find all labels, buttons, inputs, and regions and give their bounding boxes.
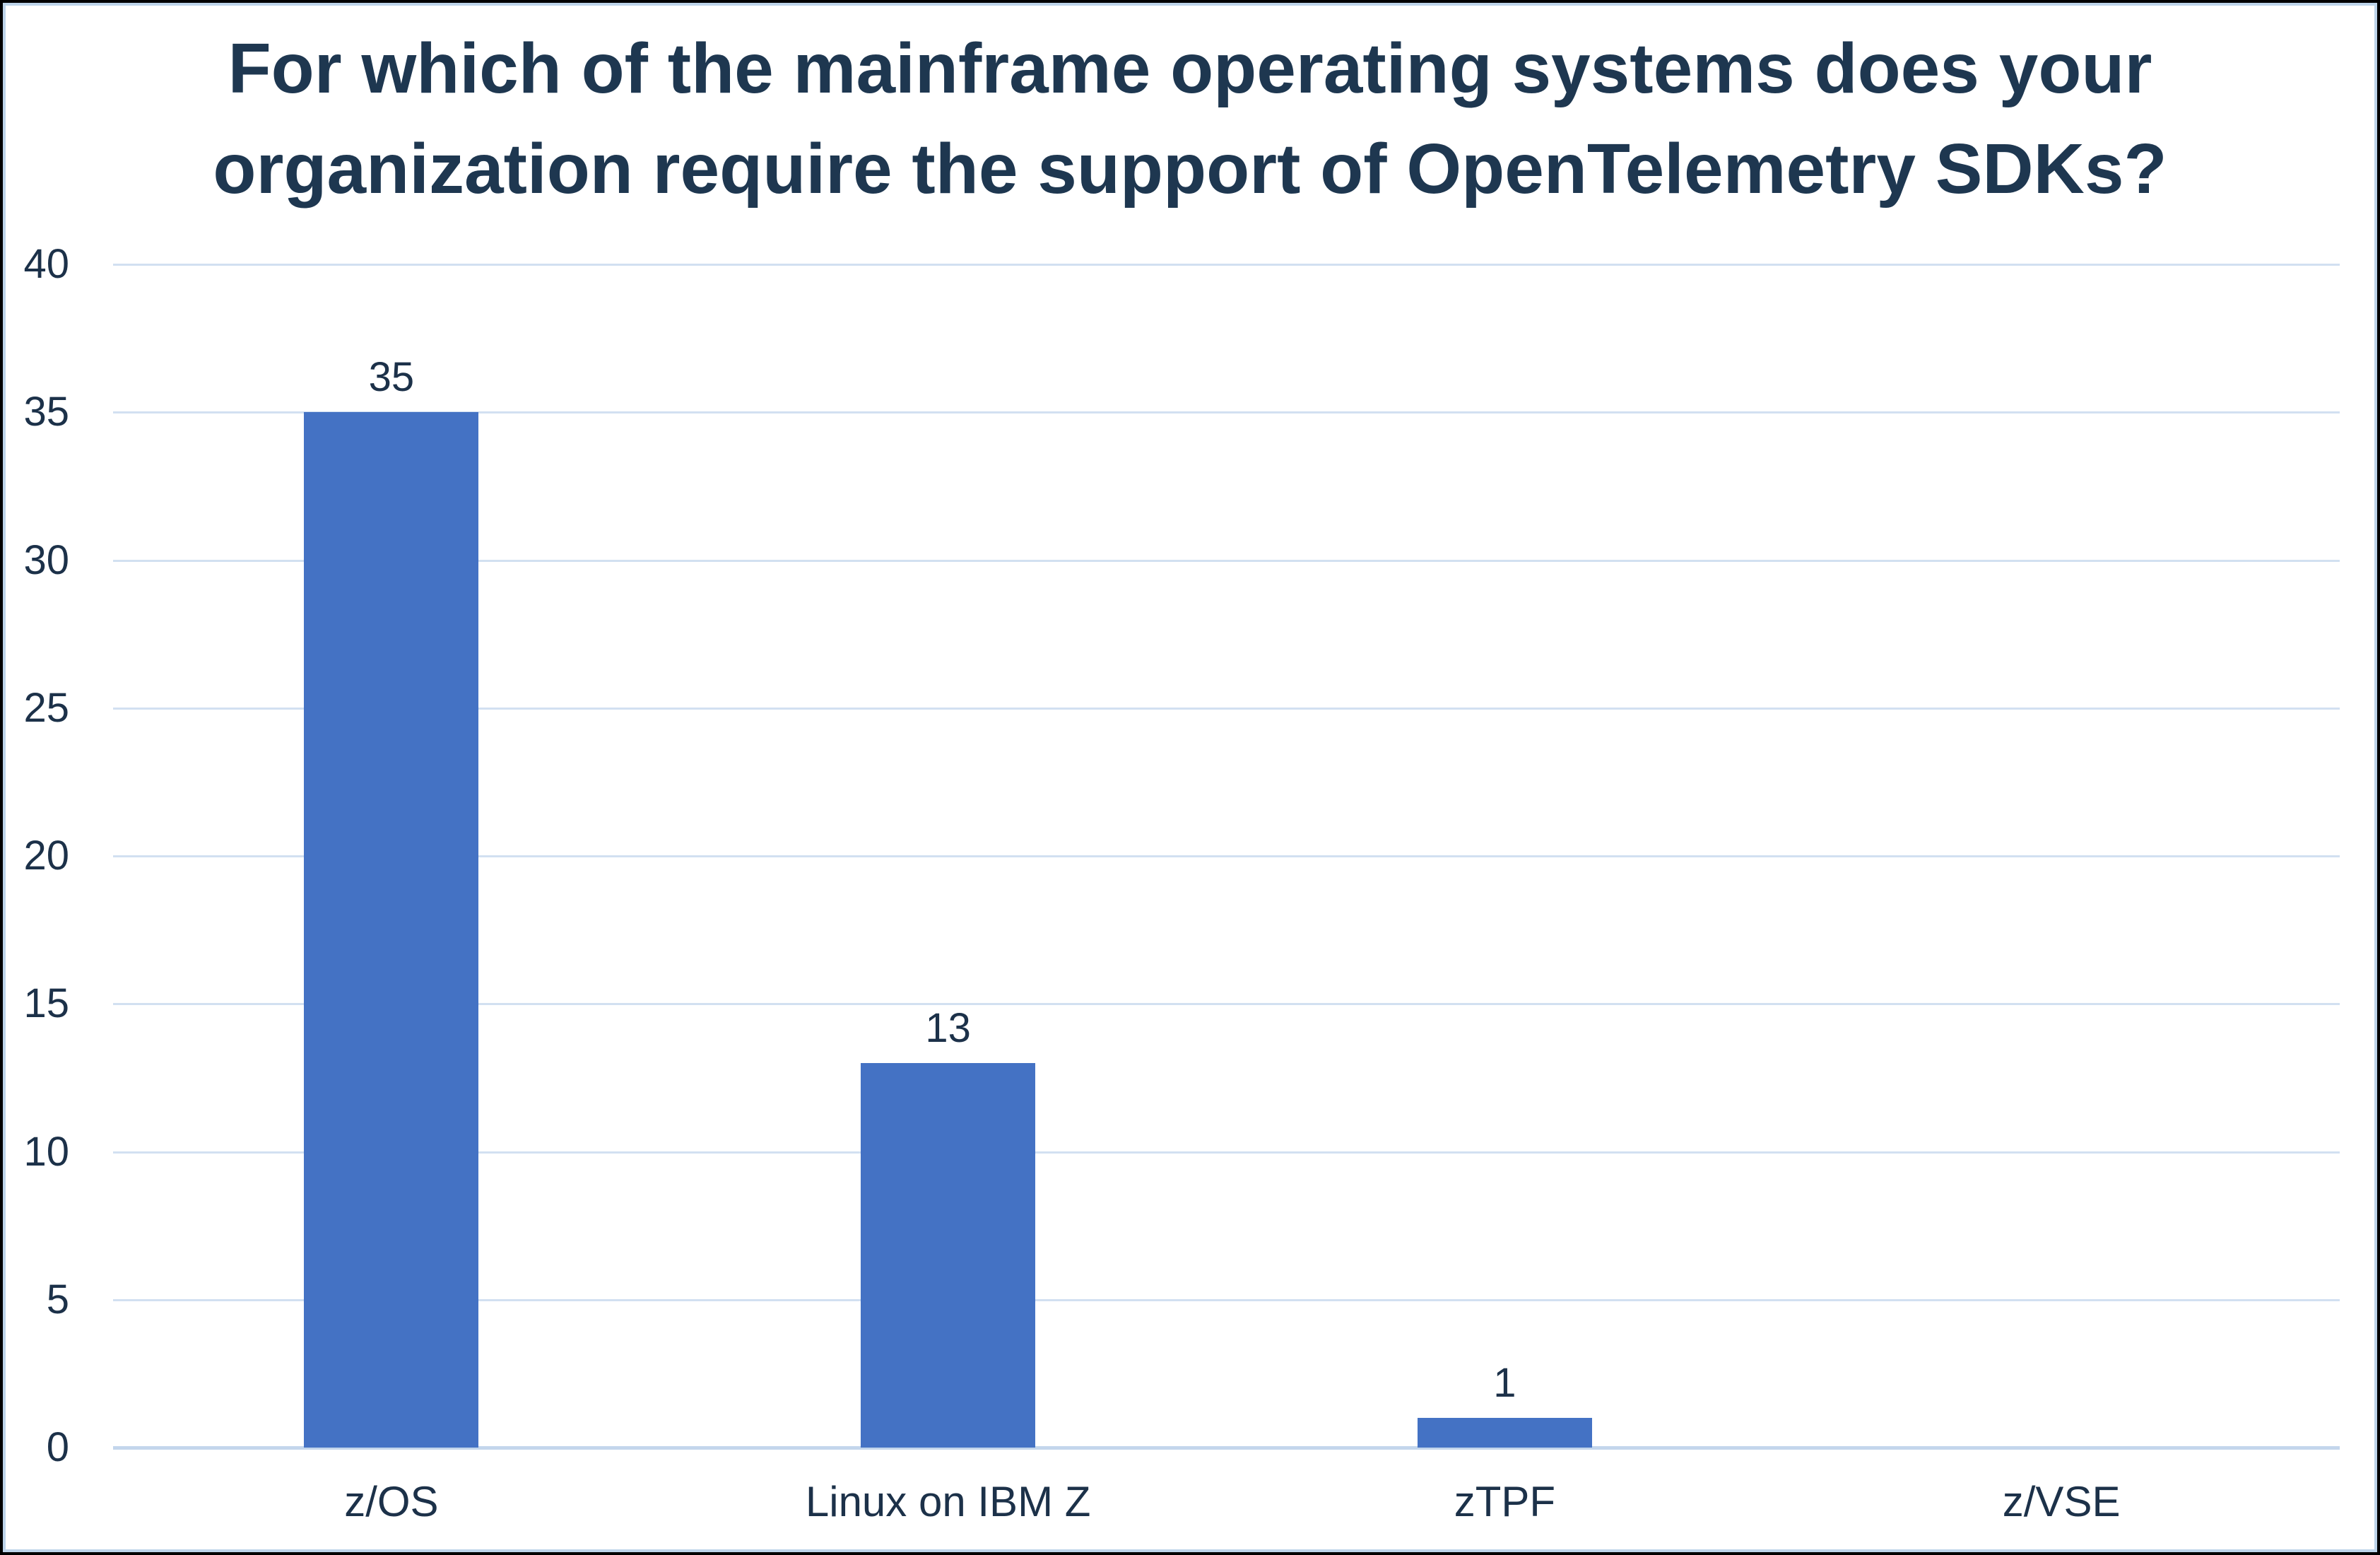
- y-axis-tick-label-20: 20: [23, 833, 69, 879]
- bar-value-label-z-os: 35: [368, 354, 415, 401]
- gridline-y15: [113, 1003, 2340, 1006]
- gridline-y10: [113, 1151, 2340, 1154]
- y-axis-tick-label-10: 10: [23, 1128, 69, 1175]
- gridline-y40: [113, 264, 2340, 266]
- chart-title-line1: For which of the mainframe operating sys…: [228, 29, 2152, 108]
- x-axis-baseline: [113, 1446, 2340, 1450]
- chart-title: For which of the mainframe operating sys…: [0, 18, 2380, 219]
- bar-value-label-ztpf: 1: [1493, 1360, 1516, 1407]
- chart-title-line2: organization require the support of Open…: [213, 129, 2167, 209]
- gridline-y25: [113, 707, 2340, 710]
- y-axis-tick-label-40: 40: [23, 241, 69, 287]
- y-axis-tick-label-30: 30: [23, 536, 69, 583]
- plot-area: 35 13 1: [113, 264, 2340, 1450]
- x-axis-label-linux-on-ibm-z: Linux on IBM Z: [805, 1478, 1091, 1525]
- y-axis-tick-label-35: 35: [23, 389, 69, 435]
- gridline-y35: [113, 411, 2340, 414]
- y-axis-tick-label-25: 25: [23, 684, 69, 731]
- y-axis-tick-label-5: 5: [46, 1276, 69, 1322]
- bar-ztpf: [1417, 1418, 1592, 1448]
- gridline-y30: [113, 559, 2340, 562]
- bar-z-os: [304, 412, 479, 1448]
- y-axis-tick-label-15: 15: [23, 980, 69, 1027]
- gridline-y20: [113, 855, 2340, 857]
- x-axis-label-z-os: z/OS: [344, 1478, 439, 1525]
- gridline-y5: [113, 1298, 2340, 1301]
- y-axis-tick-label-0: 0: [46, 1424, 69, 1470]
- x-axis-label-ztpf: zTPF: [1454, 1478, 1556, 1525]
- x-axis-label-z-vse: z/VSE: [2002, 1478, 2121, 1525]
- bar-value-label-linux-on-ibm-z: 13: [925, 1004, 971, 1051]
- bar-linux-on-ibm-z: [861, 1062, 1036, 1448]
